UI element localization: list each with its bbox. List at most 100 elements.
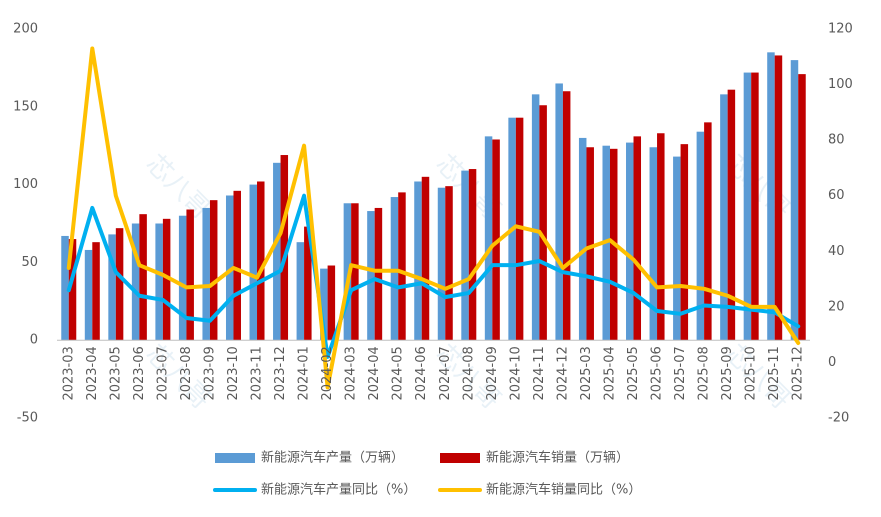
x-tick-label: 2024-05 xyxy=(391,346,406,400)
bar xyxy=(68,239,77,341)
y-tick-label: 0 xyxy=(30,333,38,348)
x-tick-label: 2024-01 xyxy=(297,346,312,400)
bar xyxy=(578,137,587,341)
bar xyxy=(696,131,705,341)
bar xyxy=(421,176,430,341)
bar xyxy=(720,94,728,341)
bar xyxy=(225,195,234,341)
bar xyxy=(115,228,124,341)
bar xyxy=(367,211,375,341)
bar xyxy=(531,94,540,341)
bar xyxy=(131,223,140,341)
bar xyxy=(296,242,305,341)
bar xyxy=(539,105,547,341)
bar xyxy=(774,55,783,341)
y2-tick-label: 120 xyxy=(828,22,853,37)
bar xyxy=(680,144,689,341)
x-tick-label: 2023-04 xyxy=(85,346,100,400)
bar xyxy=(492,139,500,341)
bar xyxy=(727,89,736,341)
bar xyxy=(461,170,469,341)
bar xyxy=(790,60,799,341)
y-tick-label: 50 xyxy=(21,255,38,270)
bar xyxy=(92,242,100,341)
x-tick-label: 2024-08 xyxy=(461,346,476,400)
x-tick-label: 2023-08 xyxy=(179,346,194,400)
y2-tick-label: 100 xyxy=(828,77,853,92)
bar xyxy=(767,52,775,341)
bar xyxy=(657,133,665,341)
y-tick-label: -50 xyxy=(17,411,38,426)
bar xyxy=(257,181,265,341)
bar xyxy=(633,136,642,341)
bar xyxy=(743,72,752,341)
x-tick-label: 2023-10 xyxy=(226,346,241,400)
legend-label: 新能源汽车产量（万辆） xyxy=(261,450,404,466)
x-tick-label: 2025-07 xyxy=(673,346,688,400)
x-tick-label: 2023-07 xyxy=(155,346,170,400)
bar xyxy=(390,197,399,341)
x-tick-label: 2024-04 xyxy=(367,346,382,400)
line xyxy=(66,193,801,359)
bar xyxy=(327,265,336,341)
x-tick-label: 2025-12 xyxy=(791,346,806,400)
bar xyxy=(468,169,477,341)
bar xyxy=(84,249,93,341)
bar xyxy=(351,203,359,341)
bar xyxy=(586,147,594,341)
line xyxy=(66,46,801,390)
x-tick-label: 2023-05 xyxy=(108,346,123,400)
bar xyxy=(186,209,194,341)
x-tick-label: 2023-06 xyxy=(132,346,147,400)
bar xyxy=(304,226,312,341)
bar xyxy=(108,234,116,341)
bar xyxy=(751,72,759,341)
bar xyxy=(178,215,187,341)
y-tick-label: 200 xyxy=(13,22,38,37)
y2-tick-label: 60 xyxy=(828,188,845,203)
bar xyxy=(280,155,289,341)
y-tick-label: 100 xyxy=(13,177,38,192)
bar xyxy=(249,184,258,341)
bar xyxy=(320,268,328,341)
bar xyxy=(437,187,446,341)
y2-tick-label: 0 xyxy=(828,355,836,370)
bar xyxy=(343,203,352,341)
x-tick-label: 2025-04 xyxy=(602,346,617,400)
bar xyxy=(704,122,712,341)
x-tick-label: 2024-09 xyxy=(485,346,500,400)
bar xyxy=(562,91,571,341)
x-tick-label: 2024-11 xyxy=(532,346,547,400)
bar xyxy=(398,192,406,341)
x-tick-label: 2024-03 xyxy=(344,346,359,400)
legend-swatch xyxy=(440,453,480,463)
x-tick-label: 2024-02 xyxy=(320,346,335,400)
bar xyxy=(233,190,241,341)
x-tick-label: 2024-12 xyxy=(555,346,570,400)
y2-tick-label: -20 xyxy=(828,411,849,426)
x-tick-label: 2025-08 xyxy=(697,346,712,400)
bar xyxy=(209,200,218,341)
bar xyxy=(555,83,563,341)
legend-label: 新能源汽车销量同比（%） xyxy=(486,482,641,498)
x-tick-label: 2025-05 xyxy=(626,346,641,400)
x-tick-label: 2025-10 xyxy=(744,346,759,400)
x-tick-label: 2024-10 xyxy=(508,346,523,400)
x-tick-label: 2023-09 xyxy=(202,346,217,400)
bar xyxy=(202,207,210,341)
x-tick-label: 2025-11 xyxy=(767,346,782,400)
bar xyxy=(374,207,383,341)
bar xyxy=(139,214,147,341)
bar xyxy=(626,142,634,341)
bar xyxy=(649,147,658,341)
x-tick-label: 2025-09 xyxy=(720,346,735,400)
y2-tick-label: 80 xyxy=(828,133,845,148)
bar xyxy=(273,162,281,341)
legend-swatch xyxy=(215,453,255,463)
y-tick-label: 150 xyxy=(13,99,38,114)
x-tick-label: 2023-12 xyxy=(273,346,288,400)
x-tick-label: 2023-11 xyxy=(250,346,265,400)
bar xyxy=(414,181,422,341)
y2-tick-label: 20 xyxy=(828,299,845,314)
